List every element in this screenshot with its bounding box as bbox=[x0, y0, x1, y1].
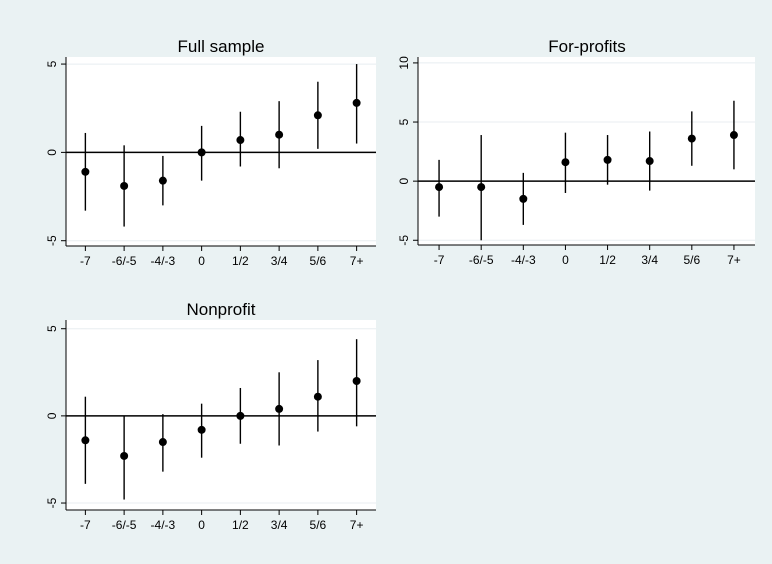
data-point bbox=[158, 176, 167, 185]
x-tick-label: 0 bbox=[198, 254, 205, 268]
data-point bbox=[561, 158, 570, 167]
x-tick-label: 0 bbox=[198, 518, 205, 532]
panel-full-sample: 5 0 -5 -7 -6/-5 -4/-3 0 1/2 3/4 5/6 7+ Full sample bbox=[45, 37, 376, 268]
x-tick-label: -4/-3 bbox=[151, 518, 176, 532]
x-tick-label: -4/-3 bbox=[511, 253, 536, 267]
x-tick-label: 1/2 bbox=[599, 253, 616, 267]
x-tick-label: 5/6 bbox=[683, 253, 700, 267]
data-point bbox=[687, 134, 696, 143]
y-tick-label: 10 bbox=[397, 56, 411, 70]
y-tick-label: 5 bbox=[45, 60, 59, 67]
panel-title: Full sample bbox=[178, 37, 265, 56]
y-tick-label: 0 bbox=[397, 177, 411, 184]
y-tick-label: -5 bbox=[45, 497, 59, 508]
x-tick-label: 5/6 bbox=[310, 518, 327, 532]
data-point bbox=[313, 392, 322, 401]
x-tick-label: 3/4 bbox=[641, 253, 658, 267]
data-point bbox=[352, 98, 361, 107]
panel-title: Nonprofit bbox=[187, 300, 256, 319]
data-point bbox=[352, 377, 361, 386]
x-tick-label: 1/2 bbox=[232, 254, 249, 268]
y-tick-label: 5 bbox=[397, 118, 411, 125]
y-tick-label: -5 bbox=[45, 235, 59, 246]
data-point bbox=[197, 425, 206, 434]
x-tick-label: 3/4 bbox=[271, 518, 288, 532]
panel-for-profits: 10 5 0 -5 -7 -6/-5 -4/-3 0 1/2 3/4 5/6 7+ For-profit… bbox=[397, 37, 755, 267]
x-tick-label: 7+ bbox=[350, 254, 364, 268]
data-point bbox=[81, 436, 90, 445]
data-point bbox=[645, 157, 654, 166]
y-tick-label: 0 bbox=[45, 412, 59, 419]
data-point bbox=[236, 411, 245, 420]
panel-title: For-profits bbox=[548, 37, 625, 56]
x-tick-label: -4/-3 bbox=[151, 254, 176, 268]
data-point bbox=[603, 155, 612, 164]
data-point bbox=[120, 181, 129, 190]
x-tick-label: 1/2 bbox=[232, 518, 249, 532]
y-tick-label: -5 bbox=[397, 235, 411, 246]
x-tick-label: 7+ bbox=[350, 518, 364, 532]
data-point bbox=[275, 130, 284, 139]
data-point bbox=[197, 148, 206, 157]
y-tick-label: 0 bbox=[45, 149, 59, 156]
x-tick-label: 7+ bbox=[727, 253, 741, 267]
y-tick-label: 5 bbox=[45, 325, 59, 332]
data-point bbox=[477, 183, 486, 192]
x-tick-label: -6/-5 bbox=[112, 518, 137, 532]
data-point bbox=[729, 131, 738, 140]
data-point bbox=[236, 136, 245, 145]
panel-nonprofit: 5 0 -5 -7 -6/-5 -4/-3 0 1/2 3/4 5/6 7+ Nonprofit bbox=[45, 300, 376, 532]
x-tick-label: -7 bbox=[434, 253, 445, 267]
x-tick-label: -6/-5 bbox=[469, 253, 494, 267]
data-point bbox=[519, 194, 528, 203]
plot-area bbox=[418, 57, 755, 245]
data-point bbox=[435, 183, 444, 192]
plot-area bbox=[66, 320, 376, 510]
data-point bbox=[81, 167, 90, 176]
x-tick-label: -7 bbox=[80, 254, 91, 268]
x-tick-label: 5/6 bbox=[310, 254, 327, 268]
data-point bbox=[313, 111, 322, 120]
data-point bbox=[120, 451, 129, 460]
x-tick-label: -6/-5 bbox=[112, 254, 137, 268]
plot-area bbox=[66, 57, 376, 246]
x-tick-label: -7 bbox=[80, 518, 91, 532]
data-point bbox=[158, 438, 167, 447]
x-tick-label: 3/4 bbox=[271, 254, 288, 268]
data-point bbox=[275, 404, 284, 413]
x-tick-label: 0 bbox=[562, 253, 569, 267]
